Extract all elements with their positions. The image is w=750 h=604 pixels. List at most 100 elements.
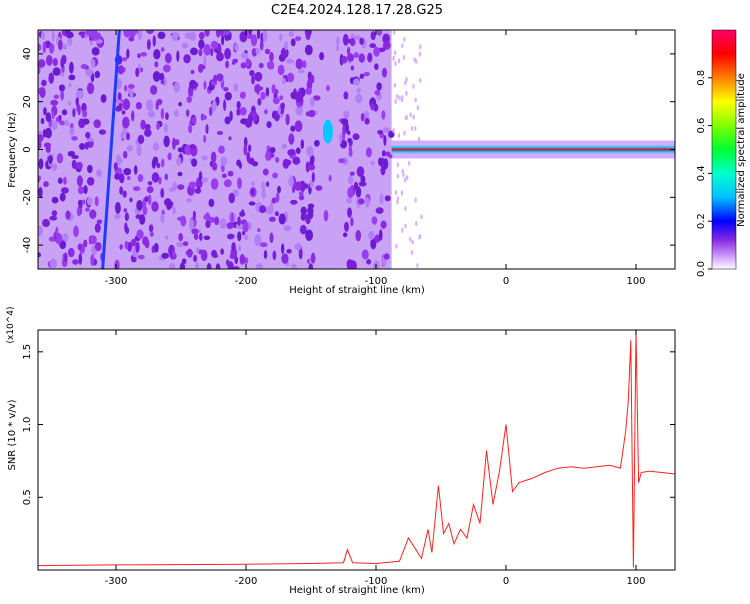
noise-dot	[382, 127, 390, 133]
noise-dot	[326, 84, 330, 92]
noise-dot	[259, 205, 267, 214]
noise-dot	[374, 63, 379, 70]
noise-dot	[269, 232, 274, 244]
noise-dot	[217, 30, 225, 36]
carrier-tone	[391, 144, 675, 155]
noise-dot	[51, 163, 58, 172]
noise-dot	[59, 120, 66, 126]
noise-dot-sparse	[414, 126, 417, 132]
noise-dot	[379, 193, 384, 205]
noise-dot	[87, 139, 94, 148]
noise-dot	[290, 38, 296, 47]
noise-dot	[139, 214, 146, 225]
noise-dot	[146, 30, 154, 34]
noise-dot	[59, 192, 66, 202]
noise-dot	[181, 42, 189, 49]
noise-dot	[71, 136, 78, 141]
noise-dot	[305, 87, 312, 95]
noise-dot	[323, 209, 329, 222]
noise-dot	[126, 145, 133, 152]
noise-dot-sparse	[402, 55, 406, 61]
noise-dot	[272, 250, 277, 261]
noise-dot	[62, 232, 69, 242]
noise-dot	[115, 202, 121, 214]
colorbar-tick-label: 0.6	[696, 118, 707, 134]
noise-dot	[41, 79, 47, 87]
top-x-axis: -300 -200 -100 0 100	[105, 30, 646, 287]
noise-dot	[209, 216, 215, 223]
noise-dot	[148, 194, 152, 206]
noise-dot	[285, 113, 290, 126]
noise-dot	[338, 158, 346, 164]
noise-dot	[38, 134, 44, 143]
noise-dot	[231, 242, 236, 252]
noise-dot	[76, 206, 81, 217]
noise-dot	[156, 162, 161, 169]
noise-dot	[126, 175, 131, 181]
noise-dot	[260, 91, 266, 100]
noise-dot	[291, 263, 297, 269]
noise-dot	[227, 233, 235, 240]
noise-dot	[62, 43, 68, 50]
noise-dot	[85, 207, 90, 212]
noise-dot	[147, 110, 156, 118]
noise-dot	[243, 144, 248, 156]
noise-dot	[78, 203, 83, 209]
noise-dot	[177, 147, 184, 153]
noise-dot-sparse	[415, 221, 418, 227]
noise-dot	[287, 149, 295, 156]
noise-dot	[319, 51, 325, 61]
noise-dot	[346, 46, 351, 55]
noise-dot	[277, 64, 285, 76]
noise-dot	[197, 63, 204, 73]
noise-dot-sparse	[394, 190, 398, 196]
noise-dot	[311, 171, 315, 183]
noise-dot	[359, 73, 365, 79]
noise-dot	[51, 120, 58, 131]
noise-dot	[119, 244, 123, 250]
noise-dot	[58, 84, 66, 92]
noise-dot	[137, 30, 143, 41]
bottom-y-tick-label: 1.5	[22, 344, 33, 360]
noise-dot	[121, 110, 126, 115]
noise-dot	[298, 195, 305, 201]
noise-dot	[160, 107, 165, 120]
colorbar-tick-label: 0.8	[696, 70, 707, 86]
noise-dot	[188, 181, 197, 189]
noise-dot	[201, 114, 207, 120]
noise-dot	[342, 33, 349, 46]
noise-dot	[219, 218, 227, 229]
noise-dot	[68, 74, 76, 81]
noise-dot	[189, 144, 196, 150]
noise-dot	[163, 123, 168, 134]
noise-dot	[238, 245, 242, 252]
noise-dot	[277, 185, 281, 194]
noise-dot	[384, 195, 391, 202]
noise-dot	[38, 140, 42, 149]
noise-dot	[211, 162, 218, 171]
noise-dot-sparse	[392, 127, 395, 133]
noise-dot	[142, 206, 148, 216]
noise-dot	[310, 96, 315, 107]
noise-dot	[211, 249, 218, 258]
noise-dot	[304, 44, 313, 56]
noise-dot	[349, 260, 357, 269]
noise-dot	[38, 187, 43, 198]
noise-dot	[358, 181, 367, 187]
noise-dot	[308, 209, 314, 219]
noise-dot	[38, 59, 46, 68]
noise-dot	[122, 150, 128, 159]
noise-dot	[223, 179, 232, 188]
noise-dot-sparse	[409, 236, 412, 242]
noise-dot	[69, 127, 75, 136]
noise-dot	[262, 168, 269, 176]
noise-dot	[224, 47, 232, 60]
noise-dot	[183, 54, 191, 64]
noise-dot	[45, 127, 53, 139]
noise-dot	[144, 123, 151, 131]
feature-blob	[322, 119, 333, 144]
noise-dot	[335, 44, 340, 52]
noise-dot	[363, 72, 371, 77]
noise-dot	[172, 181, 177, 191]
noise-dot	[211, 100, 217, 112]
